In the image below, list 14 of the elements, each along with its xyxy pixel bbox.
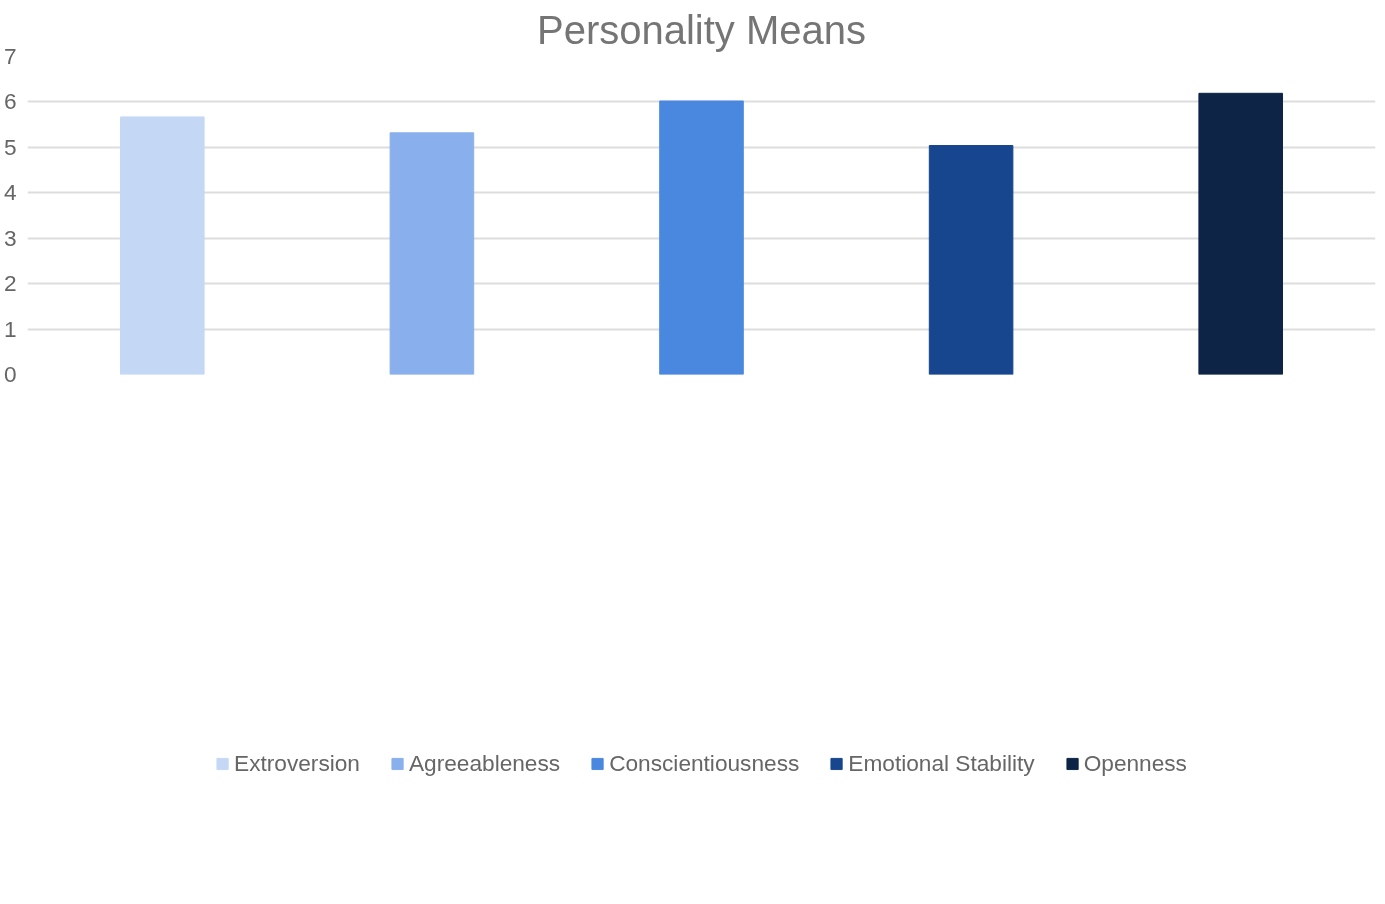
legend-label: Conscientiousness [609, 749, 800, 777]
y-tick-label: 0 [3, 361, 17, 387]
y-tick-label: 7 [3, 43, 17, 69]
chart-title: Personality Means [536, 7, 867, 52]
legend-label: Emotional Stability [848, 749, 1035, 777]
legend-label: Agreeableness [408, 749, 561, 777]
y-tick-label: 1 [3, 315, 17, 342]
y-tick-label: 5 [3, 133, 17, 160]
y-tick-label: 6 [3, 88, 17, 115]
y-tick-label: 4 [3, 179, 17, 206]
y-tick-label: 2 [3, 270, 17, 297]
legend-label: Openness [1083, 749, 1187, 777]
legend-label: Extroversion [234, 749, 360, 777]
y-tick-label: 3 [3, 224, 17, 251]
